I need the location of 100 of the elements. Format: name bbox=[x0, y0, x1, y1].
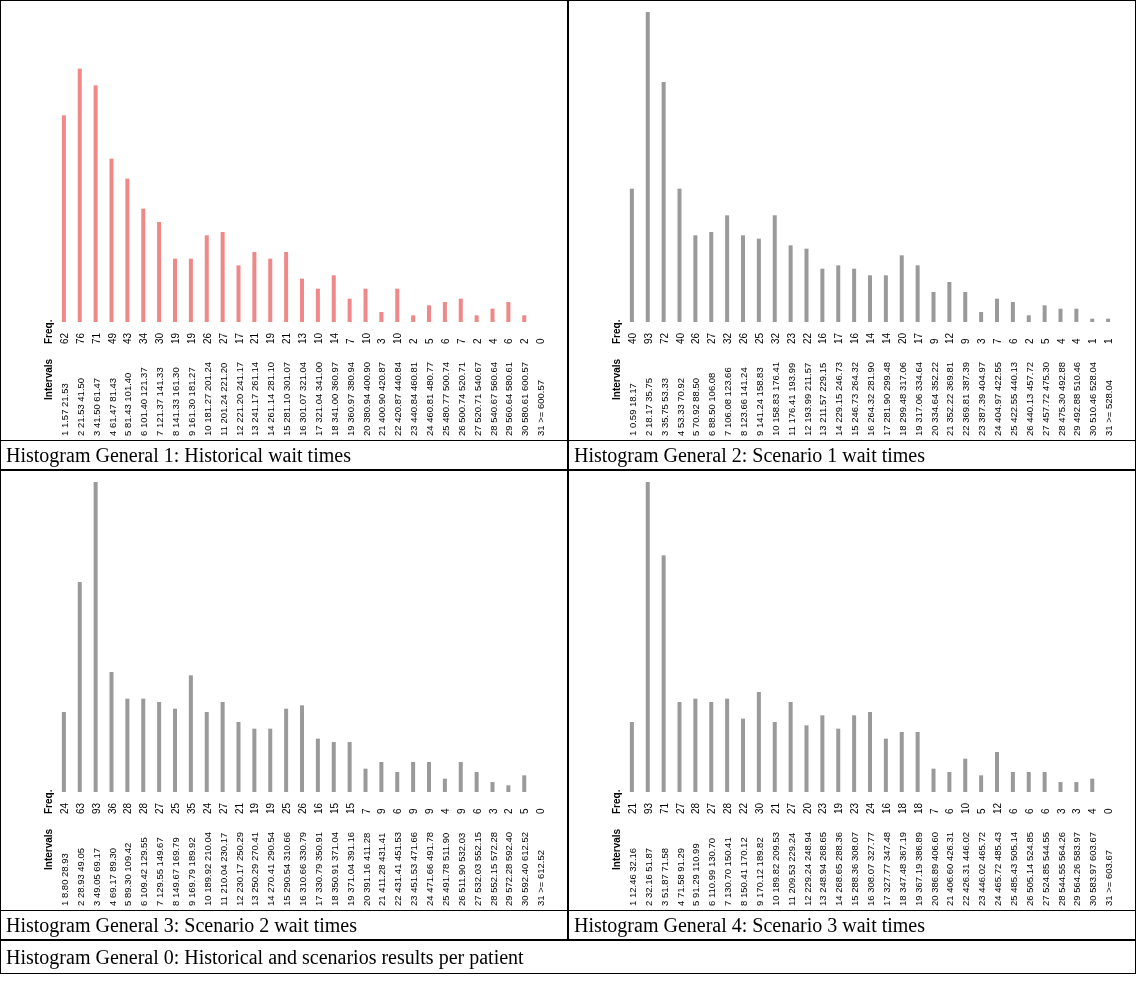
data-label: 5 bbox=[519, 808, 531, 814]
data-label: 21 bbox=[281, 332, 293, 344]
data-label: 7 bbox=[928, 808, 940, 814]
data-label: 36 bbox=[106, 802, 118, 814]
bar bbox=[61, 115, 66, 322]
data-label: 63 bbox=[74, 802, 86, 814]
x-tick-label: 30 583.97 603.67 bbox=[1087, 832, 1099, 906]
bar bbox=[157, 702, 162, 792]
data-label: 16 bbox=[312, 802, 324, 814]
x-tick-label: 14 229.15 246.73 bbox=[833, 362, 845, 436]
bar bbox=[915, 265, 920, 322]
bar bbox=[379, 312, 384, 322]
x-tick-label: 16 308.07 327.77 bbox=[865, 832, 876, 906]
x-tick-label: 17 327.77 347.48 bbox=[880, 832, 892, 906]
data-label: 4 bbox=[439, 808, 451, 814]
data-label: 27 bbox=[706, 332, 718, 344]
x-tick-label: 10 158.83 176.41 bbox=[769, 362, 781, 436]
bar bbox=[442, 778, 447, 792]
data-label: 26 bbox=[738, 332, 749, 344]
x-tick-label: 6 110.99 130.70 bbox=[706, 838, 718, 906]
x-tick-label: 7 106.08 123.66 bbox=[722, 367, 734, 436]
bar bbox=[709, 232, 714, 322]
data-label: 27 bbox=[217, 332, 229, 344]
data-label: 19 bbox=[833, 802, 845, 814]
bar bbox=[899, 732, 904, 792]
data-label: 19 bbox=[185, 332, 197, 344]
bar bbox=[77, 582, 82, 792]
x-tick-label: 29 564.26 583.97 bbox=[1071, 832, 1083, 906]
bar bbox=[741, 718, 745, 792]
x-tick-label: 17 281.90 299.48 bbox=[880, 362, 892, 436]
bar bbox=[411, 315, 416, 322]
data-label: 30 bbox=[753, 802, 765, 814]
text: Intervals bbox=[43, 358, 54, 400]
data-label: 7 bbox=[344, 338, 356, 344]
data-label: 3 bbox=[1055, 808, 1067, 814]
data-label: 4 bbox=[487, 338, 499, 344]
x-tick-label: 22 369.81 387.39 bbox=[960, 362, 972, 436]
data-label: 3 bbox=[976, 338, 988, 344]
data-label: 24 bbox=[865, 802, 876, 814]
bar bbox=[756, 238, 761, 322]
y-axis-title: Freq. bbox=[43, 319, 54, 344]
x-tick-label: 26 511.90 532.03 bbox=[455, 832, 467, 906]
x-tick-label: 11 201.24 221.20 bbox=[217, 362, 229, 436]
bar bbox=[204, 712, 209, 792]
x-tick-label: 7 129.55 149.67 bbox=[154, 837, 166, 906]
x-tick-label: 21 352.22 369.81 bbox=[944, 362, 956, 436]
x-tick-label: 29 560.64 580.61 bbox=[503, 362, 515, 436]
x-tick-label: 3 41.50 61.47 bbox=[90, 377, 102, 436]
data-label: 14 bbox=[880, 332, 892, 344]
bar bbox=[883, 275, 888, 322]
x-tick-label: 14 261.14 281.10 bbox=[265, 362, 277, 436]
x-tick-label: 30 592.40 612.52 bbox=[519, 832, 531, 906]
x-tick-label: 31 >= 600.57 bbox=[535, 380, 547, 436]
x-tick-label: 19 317.06 334.64 bbox=[912, 362, 924, 436]
x-tick-label: 13 250.29 270.41 bbox=[249, 832, 261, 906]
x-tick-label: 14 268.65 288.36 bbox=[833, 832, 845, 906]
data-label: 28 bbox=[122, 802, 134, 814]
bar bbox=[395, 288, 400, 322]
data-label: 13 bbox=[297, 332, 308, 344]
data-label: 6 bbox=[503, 338, 515, 344]
bar bbox=[820, 268, 825, 322]
bar bbox=[411, 762, 416, 792]
bar bbox=[109, 158, 114, 322]
bar bbox=[427, 305, 431, 322]
x-tick-label: 23 440.84 460.81 bbox=[408, 362, 420, 436]
x-tick-label: 15 281.10 301.07 bbox=[281, 362, 293, 436]
bar bbox=[963, 758, 968, 792]
bar bbox=[173, 258, 177, 322]
x-tick-label: 29 572.28 592.40 bbox=[503, 832, 515, 906]
bar bbox=[915, 732, 920, 792]
data-label: 21 bbox=[769, 802, 781, 814]
x-tick-label: 22 420.87 440.84 bbox=[392, 362, 404, 436]
bar bbox=[979, 775, 984, 792]
data-label: 27 bbox=[706, 802, 718, 814]
x-tick-label: 3 51.87 71.58 bbox=[658, 847, 670, 906]
x-tick-label: 1 1.57 21.53 bbox=[58, 383, 70, 436]
data-label: 24 bbox=[58, 802, 70, 814]
bar bbox=[1074, 782, 1079, 792]
data-label: 93 bbox=[642, 802, 654, 814]
data-label: 26 bbox=[201, 332, 213, 344]
bar bbox=[506, 302, 511, 322]
data-label: 21 bbox=[626, 802, 638, 814]
x-tick-label: 12 221.20 241.17 bbox=[233, 362, 245, 436]
data-label: 19 bbox=[265, 332, 277, 344]
bar bbox=[93, 85, 98, 322]
x-tick-label: 8 150.41 170.12 bbox=[738, 837, 749, 906]
data-label: 49 bbox=[106, 332, 118, 344]
y-axis-title: Freq. bbox=[611, 789, 622, 814]
x-tick-label: 17 321.04 341.00 bbox=[312, 362, 324, 436]
bar bbox=[522, 775, 527, 792]
bar bbox=[252, 728, 257, 792]
data-label: 10 bbox=[360, 332, 372, 344]
bar bbox=[427, 762, 431, 792]
x-tick-label: 2 28.93 49.05 bbox=[74, 847, 86, 906]
bar bbox=[347, 298, 352, 322]
x-tick-label: 3 35.75 53.33 bbox=[658, 377, 670, 436]
bar bbox=[220, 232, 225, 322]
x-tick-label: 2 32.16 51.87 bbox=[642, 847, 654, 906]
x-tick-label: 3 49.05 69.17 bbox=[90, 847, 102, 906]
x-tick-label: 1 12.46 32.16 bbox=[626, 847, 638, 906]
